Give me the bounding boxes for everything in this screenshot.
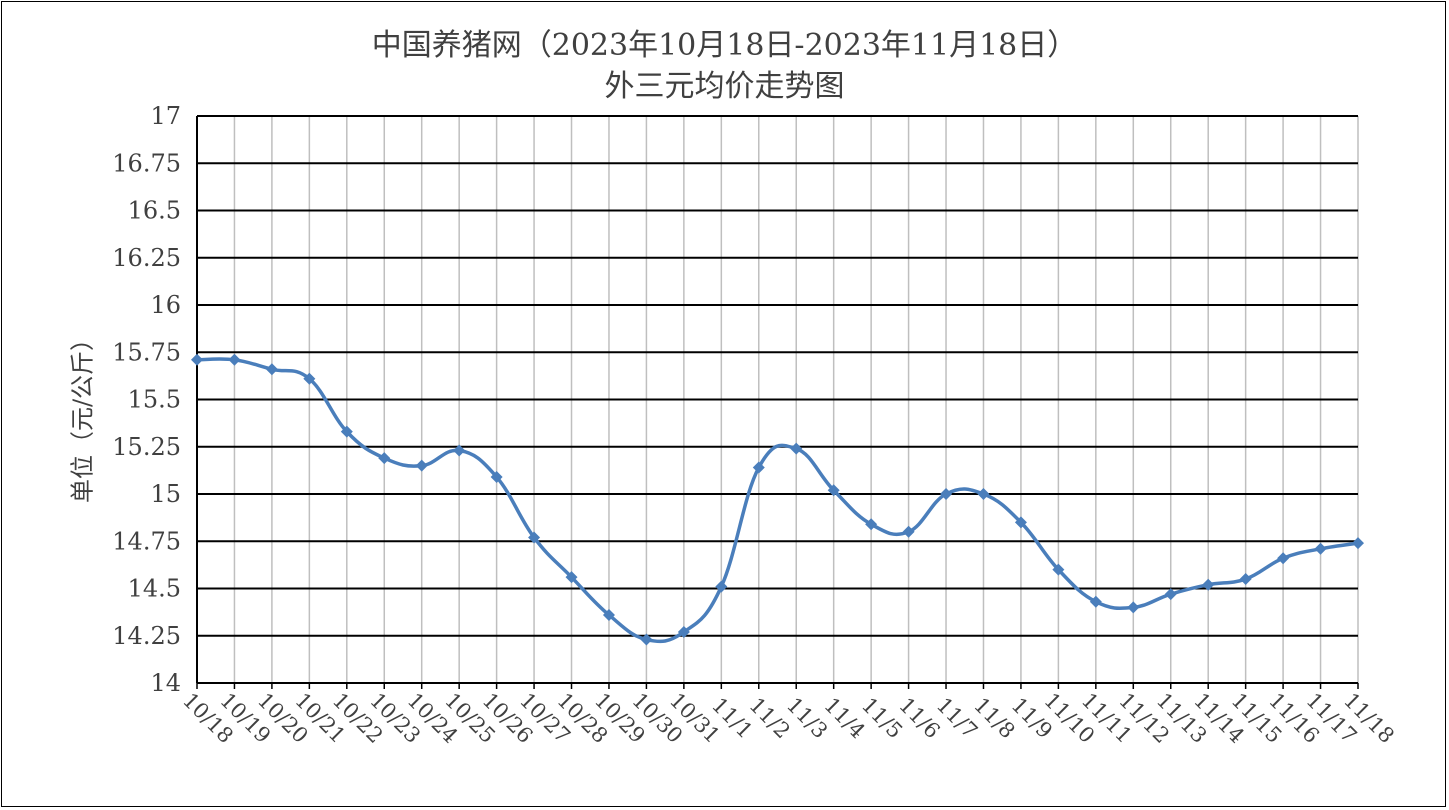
chart-title: 中国养猪网（2023年10月18日-2023年11月18日） xyxy=(371,28,1078,63)
data-point-marker xyxy=(715,580,728,593)
series-line xyxy=(196,357,1359,644)
x-tick-label: 11/7 xyxy=(932,693,982,743)
data-point-marker xyxy=(752,461,765,474)
data-point-marker xyxy=(415,459,428,472)
data-point-marker xyxy=(191,353,203,366)
x-tick-label: 11/4 xyxy=(819,693,869,743)
x-tick-label: 11/3 xyxy=(782,693,832,743)
data-point-marker xyxy=(865,518,878,531)
y-tick-label: 15.5 xyxy=(128,386,181,414)
data-point-marker xyxy=(902,525,915,538)
data-point-marker xyxy=(790,442,803,455)
y-tick-label: 14.5 xyxy=(128,575,181,603)
data-point-marker xyxy=(1014,516,1027,529)
chart-subtitle: 外三元均价走势图 xyxy=(604,69,845,104)
data-point-marker xyxy=(265,363,278,376)
data-point-marker xyxy=(827,484,840,497)
y-tick-labels: 14 14.25 14.5 14.75 15 15.25 15.5 15.75 16 16.25 1… xyxy=(112,102,181,697)
y-tick-label: 14.25 xyxy=(112,622,181,650)
data-point-marker xyxy=(340,425,353,438)
x-tick-label: 11/8 xyxy=(969,693,1019,743)
y-tick-label: 16.75 xyxy=(112,149,181,177)
data-point-marker xyxy=(977,488,990,500)
y-tick-label: 14 xyxy=(150,669,181,697)
data-point-marker xyxy=(640,633,653,646)
data-point-marker xyxy=(1352,537,1364,550)
x-tick-labels: 10/1810/1910/2010/2110/2210/2310/2410/25… xyxy=(178,688,1399,748)
data-point-marker xyxy=(528,531,541,544)
data-point-marker xyxy=(1127,601,1140,614)
y-tick-label: 16.5 xyxy=(128,197,181,225)
data-point-marker xyxy=(1202,578,1215,591)
data-point-marker xyxy=(1277,552,1290,565)
series-markers xyxy=(191,353,1364,646)
data-point-marker xyxy=(565,571,578,584)
series-line-path xyxy=(196,357,1359,644)
data-point-marker xyxy=(228,353,241,366)
data-point-marker xyxy=(602,608,615,621)
x-tick-label: 11/5 xyxy=(857,693,907,743)
data-point-marker xyxy=(1089,595,1102,608)
data-point-marker xyxy=(1314,542,1327,555)
data-point-marker xyxy=(1239,573,1252,586)
data-point-marker xyxy=(940,488,953,500)
y-tick-label: 15.75 xyxy=(112,338,181,366)
y-tick-label: 15 xyxy=(150,480,181,508)
data-point-marker xyxy=(303,372,316,385)
data-point-marker xyxy=(677,625,690,638)
x-tick-label: 11/2 xyxy=(745,693,795,743)
y-tick-label: 14.75 xyxy=(112,527,181,555)
gridlines xyxy=(196,115,1359,683)
y-tick-label: 16 xyxy=(150,291,181,319)
axes xyxy=(196,116,1359,689)
data-point-marker xyxy=(378,452,391,465)
data-point-marker xyxy=(453,444,466,457)
data-point-marker xyxy=(490,470,503,483)
data-point-marker xyxy=(1052,563,1065,576)
y-tick-label: 17 xyxy=(150,102,181,130)
data-point-marker xyxy=(1164,588,1177,601)
x-tick-label: 11/6 xyxy=(894,693,944,743)
y-tick-label: 16.25 xyxy=(112,244,181,272)
y-tick-label: 15.25 xyxy=(112,433,181,461)
